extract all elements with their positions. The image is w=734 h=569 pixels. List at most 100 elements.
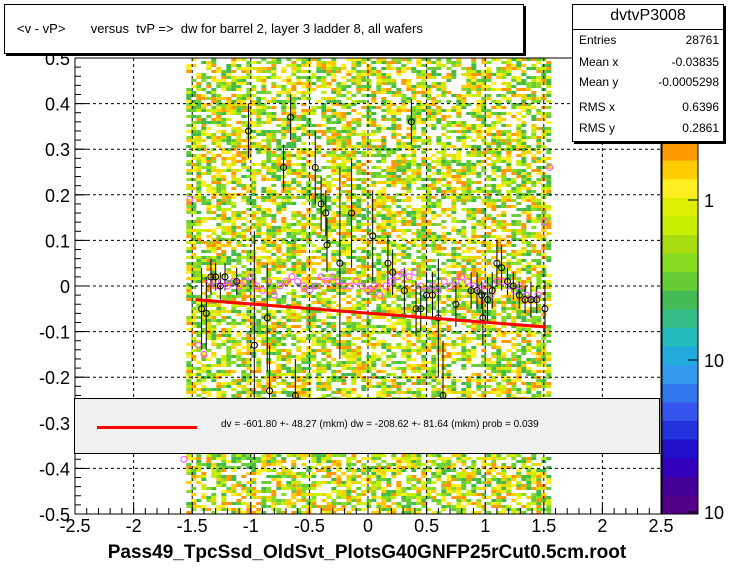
heat-cell (521, 241, 527, 244)
heat-cell (536, 262, 542, 265)
heat-cell (431, 115, 437, 118)
heat-cell (426, 97, 432, 100)
heat-cell (496, 106, 502, 109)
heat-cell (391, 178, 397, 181)
heat-cell (526, 361, 532, 364)
heat-cell (231, 181, 237, 184)
heat-cell (211, 175, 217, 178)
heat-cell (326, 100, 332, 103)
heat-cell (481, 364, 487, 367)
heat-cell (321, 385, 327, 388)
heat-cell (436, 73, 442, 76)
heat-cell (346, 328, 352, 331)
heat-cell (261, 349, 267, 352)
heat-cell (221, 124, 227, 127)
heat-cell (396, 259, 402, 262)
heat-cell (356, 112, 362, 115)
heat-cell (251, 349, 257, 352)
heat-cell (496, 88, 502, 91)
heat-cell (426, 157, 432, 160)
heat-cell (546, 256, 552, 259)
heat-cell (256, 319, 262, 322)
heat-cell (211, 244, 217, 247)
heat-cell (421, 214, 427, 217)
heat-cell (396, 316, 402, 319)
heat-cell (481, 265, 487, 268)
heat-cell (441, 334, 447, 337)
heat-cell (266, 310, 272, 313)
heat-cell (281, 85, 287, 88)
heat-cell (306, 97, 312, 100)
heat-cell (516, 127, 522, 130)
heat-cell (491, 133, 497, 136)
heat-cell (386, 178, 392, 181)
heat-cell (276, 358, 282, 361)
heat-cell (491, 121, 497, 124)
heat-cell (361, 100, 367, 103)
heat-cell (351, 154, 357, 157)
heat-cell (341, 94, 347, 97)
heat-cell (191, 268, 197, 271)
heat-cell (426, 376, 432, 379)
heat-cell (286, 229, 292, 232)
heat-cell (286, 202, 292, 205)
heat-cell (221, 256, 227, 259)
heat-cell (346, 172, 352, 175)
heat-cell (231, 175, 237, 178)
heat-cell (536, 169, 542, 172)
heat-cell (386, 349, 392, 352)
heat-cell (421, 163, 427, 166)
heat-cell (201, 301, 207, 304)
heat-cell (471, 172, 477, 175)
heat-cell (356, 187, 362, 190)
heat-cell (471, 163, 477, 166)
heat-cell (536, 250, 542, 253)
heat-cell (406, 127, 412, 130)
heat-cell (521, 184, 527, 187)
heat-cell (316, 208, 322, 211)
heat-cell (221, 103, 227, 106)
heat-cell (531, 196, 537, 199)
heat-cell (321, 238, 327, 241)
heat-cell (366, 172, 372, 175)
heat-cell (371, 253, 377, 256)
heat-cell (471, 67, 477, 70)
heat-cell (501, 280, 507, 283)
heat-cell (491, 337, 497, 340)
heat-cell (251, 325, 257, 328)
heat-cell (211, 379, 217, 382)
heat-cell (186, 271, 192, 274)
heat-cell (296, 169, 302, 172)
heat-cell (546, 181, 552, 184)
heat-cell (361, 94, 367, 97)
heat-cell (471, 271, 477, 274)
heat-cell (296, 304, 302, 307)
heat-cell (466, 145, 472, 148)
heat-cell (516, 190, 522, 193)
heat-cell (236, 343, 242, 346)
heat-cell (486, 226, 492, 229)
heat-cell (511, 301, 517, 304)
heat-cell (496, 349, 502, 352)
heat-cell (201, 274, 207, 277)
heat-cell (246, 157, 252, 160)
heat-cell (306, 280, 312, 283)
heat-cell (216, 94, 222, 97)
heat-cell (446, 169, 452, 172)
heat-cell (346, 142, 352, 145)
heat-cell (486, 274, 492, 277)
heat-cell (451, 217, 457, 220)
heat-cell (516, 262, 522, 265)
heat-cell (471, 79, 477, 82)
heat-cell (201, 316, 207, 319)
heat-cell (266, 313, 272, 316)
heat-cell (216, 139, 222, 142)
heat-cell (271, 262, 277, 265)
heat-cell (411, 70, 417, 73)
heat-cell (376, 343, 382, 346)
heat-cell (276, 94, 282, 97)
heat-cell (316, 295, 322, 298)
heat-cell (511, 223, 517, 226)
heat-cell (531, 160, 537, 163)
heat-cell (341, 364, 347, 367)
